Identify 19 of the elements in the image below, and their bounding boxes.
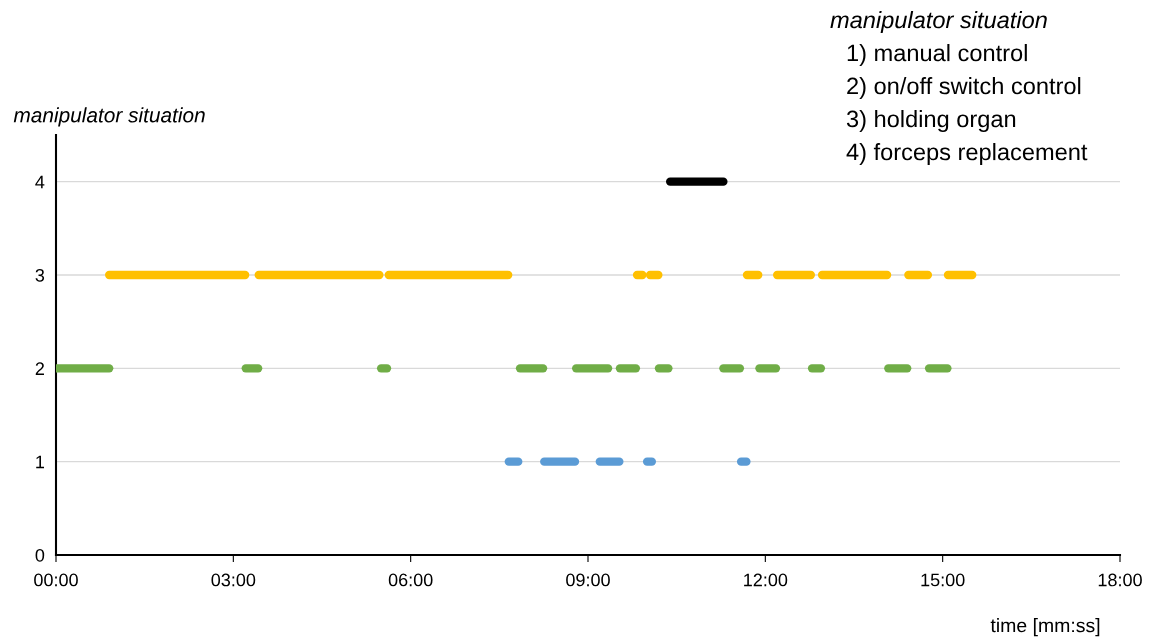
x-tick-label: 06:00 <box>388 573 433 587</box>
y-tick-label: 1 <box>36 455 45 469</box>
y-axis-title: manipulator situation <box>13 107 205 127</box>
y-tick-label: 3 <box>35 268 45 282</box>
x-tick-label: 15:00 <box>921 573 965 587</box>
x-tick-label: 12:00 <box>744 573 788 587</box>
x-tick-label: 18:00 <box>1098 573 1142 587</box>
text: 1) manual control <box>847 44 1027 66</box>
x-axis-title: time [mm:ss] <box>990 618 1100 637</box>
y-tick-label: 0 <box>35 548 45 562</box>
x-tick-label: 00:00 <box>34 573 78 587</box>
text: 3) holding organ <box>846 110 1016 133</box>
x-tick-label: 09:00 <box>566 573 610 587</box>
annotation: 4) forceps replacement <box>846 143 1088 166</box>
y-tick-label: 2 <box>35 362 44 375</box>
y-tick-label: 4 <box>35 175 45 189</box>
x-tick-label: 03:00 <box>211 573 256 587</box>
text: 2) on/off switch control <box>847 77 1081 99</box>
text: manipulator situation <box>830 11 1047 34</box>
